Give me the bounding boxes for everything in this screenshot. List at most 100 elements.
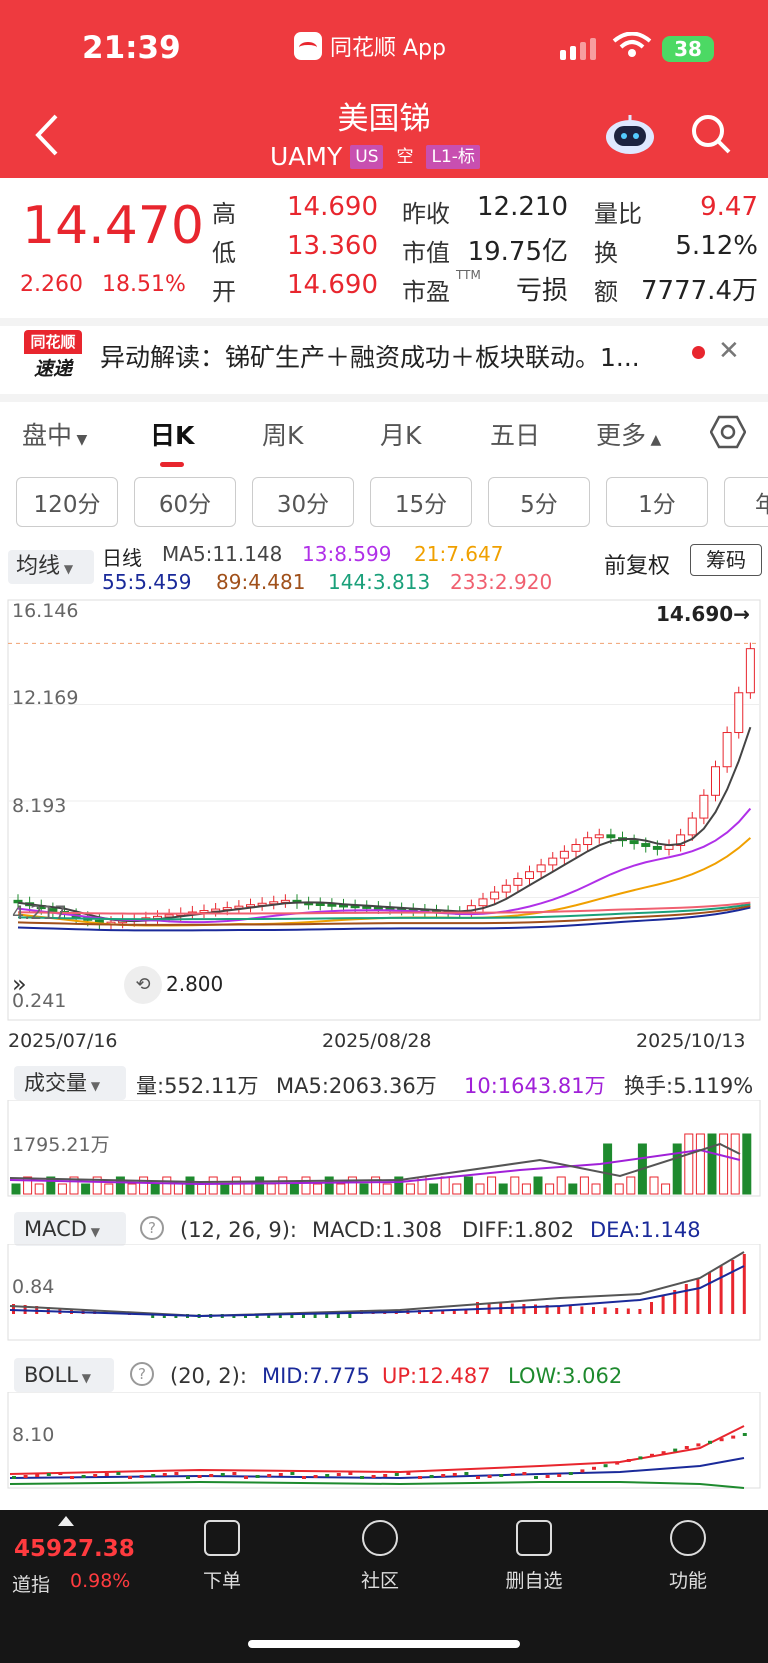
boll-indicator-button[interactable]: BOLL ▼: [14, 1358, 114, 1392]
tab-daily-k[interactable]: 日K: [150, 421, 195, 450]
level-tag[interactable]: L1-标: [426, 144, 480, 169]
alert-banner[interactable]: [0, 318, 768, 394]
pe-value: 亏损: [515, 276, 568, 306]
expand-up-icon[interactable]: [58, 1516, 74, 1526]
nav-functions-label: 功能: [668, 1570, 707, 1592]
boll-candle: [348, 1472, 353, 1475]
nav-functions[interactable]: 功能: [638, 1520, 738, 1593]
kline-type: 日线: [102, 546, 142, 570]
caret-down-icon: ▼: [60, 562, 74, 576]
expand-icon[interactable]: »: [12, 970, 27, 998]
reset-zoom-icon[interactable]: ⟲: [124, 966, 162, 1004]
volume-bar: [139, 1176, 149, 1195]
adjust-mode[interactable]: 前复权: [604, 554, 671, 579]
boll-candle: [534, 1476, 538, 1479]
date-mid: 2025/08/28: [322, 1030, 432, 1052]
macd-bar: [731, 1260, 735, 1314]
interval-1m[interactable]: 1分: [606, 477, 708, 527]
prev-close-value: 12.210: [477, 192, 568, 222]
low-label: 低: [212, 239, 236, 267]
tab-weekly-k[interactable]: 周K: [262, 421, 304, 450]
macd-bar: [626, 1308, 630, 1314]
help-icon[interactable]: ?: [130, 1362, 154, 1386]
nav-remove-label: 删自选: [505, 1570, 563, 1592]
index-value[interactable]: 45927.38: [14, 1536, 135, 1562]
volume-bar: [173, 1183, 183, 1195]
status-app-link[interactable]: 同花顺 App: [294, 30, 446, 62]
vol-ratio-label: 量比: [594, 200, 642, 228]
help-icon[interactable]: ?: [140, 1216, 164, 1240]
amount-value: 7777.4万: [641, 276, 758, 306]
nav-community[interactable]: 社区: [330, 1520, 430, 1593]
macd-bar: [708, 1272, 711, 1314]
boll-candle: [116, 1472, 121, 1475]
boll-candle: [267, 1474, 272, 1477]
volume-bar: [127, 1183, 137, 1195]
interval-30m[interactable]: 30分: [252, 477, 354, 527]
search-icon[interactable]: [690, 113, 732, 155]
volume-bar: [197, 1183, 207, 1195]
boll-candle: [708, 1440, 712, 1444]
volume-bar: [208, 1176, 218, 1195]
interval-120m[interactable]: 120分: [16, 477, 118, 527]
interval-5m[interactable]: 5分: [488, 477, 590, 527]
volume-bar: [371, 1176, 381, 1195]
volume-bar: [579, 1176, 589, 1195]
stock-name: 美国锑: [337, 101, 431, 137]
boll-candle: [510, 1473, 515, 1476]
boll-candle: [220, 1473, 225, 1476]
chip-distribution-button[interactable]: 筹码: [690, 544, 762, 576]
mktcap-value: 19.75亿: [467, 237, 568, 267]
ma-selector-button[interactable]: 均线 ▼: [8, 550, 94, 584]
volume-bar: [440, 1176, 450, 1195]
boll-candle: [580, 1469, 585, 1473]
candle-body: [501, 884, 511, 893]
ma-button-label: 均线: [16, 554, 61, 579]
settings-icon[interactable]: [710, 414, 746, 450]
macd-bar: [325, 1314, 329, 1318]
battery-icon: 38: [662, 36, 714, 62]
macd-bar: [255, 1314, 259, 1318]
boll-candle: [441, 1474, 446, 1477]
volume-frame: [7, 1100, 761, 1197]
interval-60m[interactable]: 60分: [134, 477, 236, 527]
interval-year[interactable]: 年: [724, 477, 768, 527]
alert-text[interactable]: 异动解读：锑矿生产＋融资成功＋板块联动。1...: [100, 343, 640, 372]
interval-15m[interactable]: 15分: [370, 477, 472, 527]
volume-bar: [719, 1133, 729, 1195]
close-icon[interactable]: ✕: [718, 336, 740, 366]
volume-bar: [11, 1183, 21, 1195]
macd-bar: [545, 1305, 549, 1314]
macd-bar: [661, 1296, 665, 1314]
nav-order[interactable]: 下单: [172, 1520, 272, 1593]
candle-body: [641, 843, 651, 847]
boll-candle: [499, 1474, 504, 1477]
volume-indicator-button[interactable]: 成交量 ▼: [14, 1066, 126, 1100]
macd-chart: [7, 1244, 761, 1341]
macd-indicator-button[interactable]: MACD ▼: [14, 1212, 126, 1246]
macd-bar: [719, 1266, 723, 1314]
market-tag: US: [350, 144, 384, 169]
candlestick-chart[interactable]: [0, 596, 768, 1026]
boll-candle: [719, 1438, 724, 1442]
macd-bar: [603, 1307, 607, 1314]
tab-five-day[interactable]: 五日: [490, 421, 541, 450]
volume-bar: [672, 1143, 682, 1195]
macd-bar: [534, 1304, 537, 1314]
ma5-value: MA5:11.148: [162, 542, 283, 566]
macd-bar: [278, 1314, 282, 1318]
index-change-pct: 0.98%: [70, 1570, 131, 1592]
robot-assistant-icon[interactable]: [604, 113, 656, 155]
boll-candle: [151, 1474, 156, 1477]
boll-candle: [70, 1476, 74, 1479]
caret-down-icon: ▼: [87, 1079, 101, 1093]
boll-candle: [522, 1472, 527, 1475]
back-icon[interactable]: [30, 112, 64, 158]
tab-monthly-k[interactable]: 月K: [380, 421, 422, 450]
nav-remove-watchlist[interactable]: 删自选: [484, 1520, 584, 1593]
ma233-value: 233:2.920: [450, 570, 553, 594]
volume-bar: [649, 1176, 659, 1195]
tab-more[interactable]: 更多 ▲: [596, 416, 661, 452]
volume-bar: [69, 1176, 79, 1195]
tab-intraday[interactable]: 盘中 ▼: [22, 416, 87, 452]
